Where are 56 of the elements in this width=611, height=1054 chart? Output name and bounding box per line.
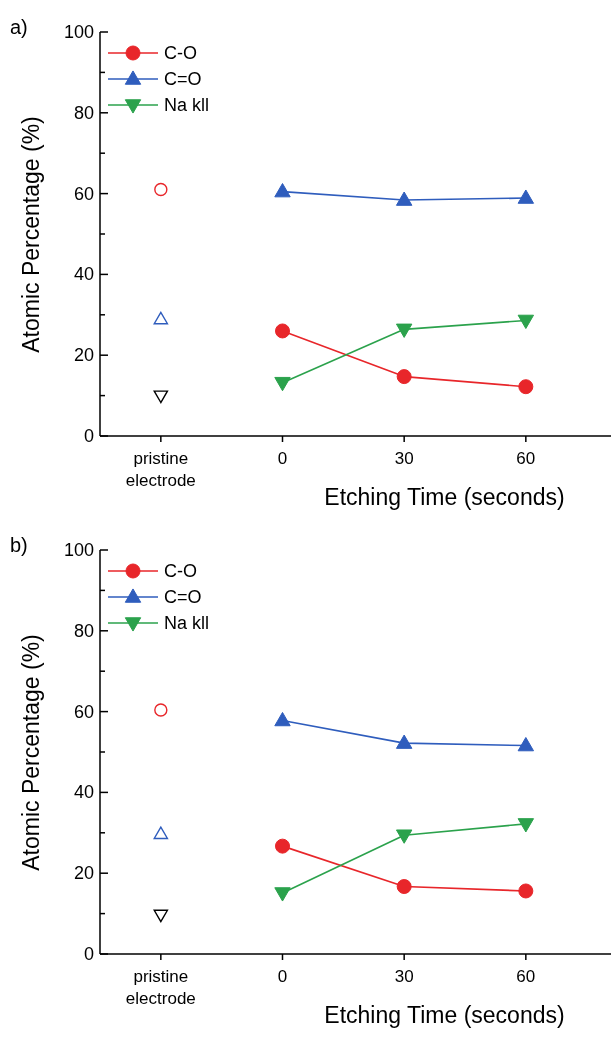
point — [153, 826, 169, 840]
point — [153, 311, 169, 325]
point — [517, 189, 535, 204]
y-tick-label: 40 — [73, 264, 94, 285]
point — [517, 818, 535, 833]
point — [395, 191, 413, 206]
legend-label: C=O — [164, 586, 202, 608]
y-axis-title: Atomic Percentage (%) — [17, 115, 45, 353]
x-axis-title: Etching Time (seconds) — [323, 484, 566, 511]
x-tick-label: 60 — [516, 449, 536, 468]
x-tick-label: pristine electrode — [125, 449, 196, 490]
y-tick-label: 100 — [63, 540, 94, 560]
point — [274, 887, 291, 902]
y-tick-label: 0 — [83, 944, 94, 964]
y-tick-label: 20 — [73, 863, 94, 884]
x-tick-label: pristine electrode — [125, 967, 196, 1008]
point — [517, 314, 535, 330]
point — [274, 183, 291, 198]
point — [275, 323, 290, 339]
x-tick-label: 0 — [277, 967, 288, 986]
legend-label: Na kll — [164, 94, 210, 116]
y-tick-label: 60 — [73, 183, 94, 204]
x-tick-label: 30 — [394, 967, 414, 986]
point — [517, 736, 535, 752]
point — [275, 838, 290, 854]
point — [153, 390, 169, 404]
point — [274, 711, 291, 727]
point — [518, 379, 534, 395]
point — [396, 369, 412, 385]
y-tick-label: 80 — [73, 102, 94, 123]
point — [154, 182, 168, 197]
y-tick-label: 40 — [73, 782, 94, 803]
x-axis-title: Etching Time (seconds) — [323, 1002, 566, 1029]
y-axis-title: Atomic Percentage (%) — [17, 633, 45, 871]
point — [395, 323, 413, 338]
y-tick-label: 100 — [63, 22, 94, 42]
y-tick-label: 60 — [73, 701, 94, 722]
y-tick-label: 20 — [73, 345, 94, 366]
point — [395, 734, 413, 749]
point — [274, 376, 291, 392]
x-tick-label: 60 — [516, 967, 536, 986]
point — [518, 883, 534, 899]
chart-title: b) — [10, 534, 28, 557]
point — [396, 879, 412, 895]
x-tick-label: 30 — [394, 449, 414, 468]
y-tick-label: 80 — [73, 620, 94, 641]
legend-label: C-O — [164, 42, 197, 64]
point — [153, 909, 169, 923]
point — [395, 829, 413, 844]
y-tick-label: 0 — [83, 426, 94, 446]
x-tick-label: 0 — [277, 449, 288, 468]
point — [154, 703, 168, 717]
chart-title: a) — [10, 16, 28, 39]
legend-label: C-O — [164, 560, 197, 582]
legend-label: Na kll — [164, 612, 210, 634]
legend-label: C=O — [164, 68, 202, 90]
